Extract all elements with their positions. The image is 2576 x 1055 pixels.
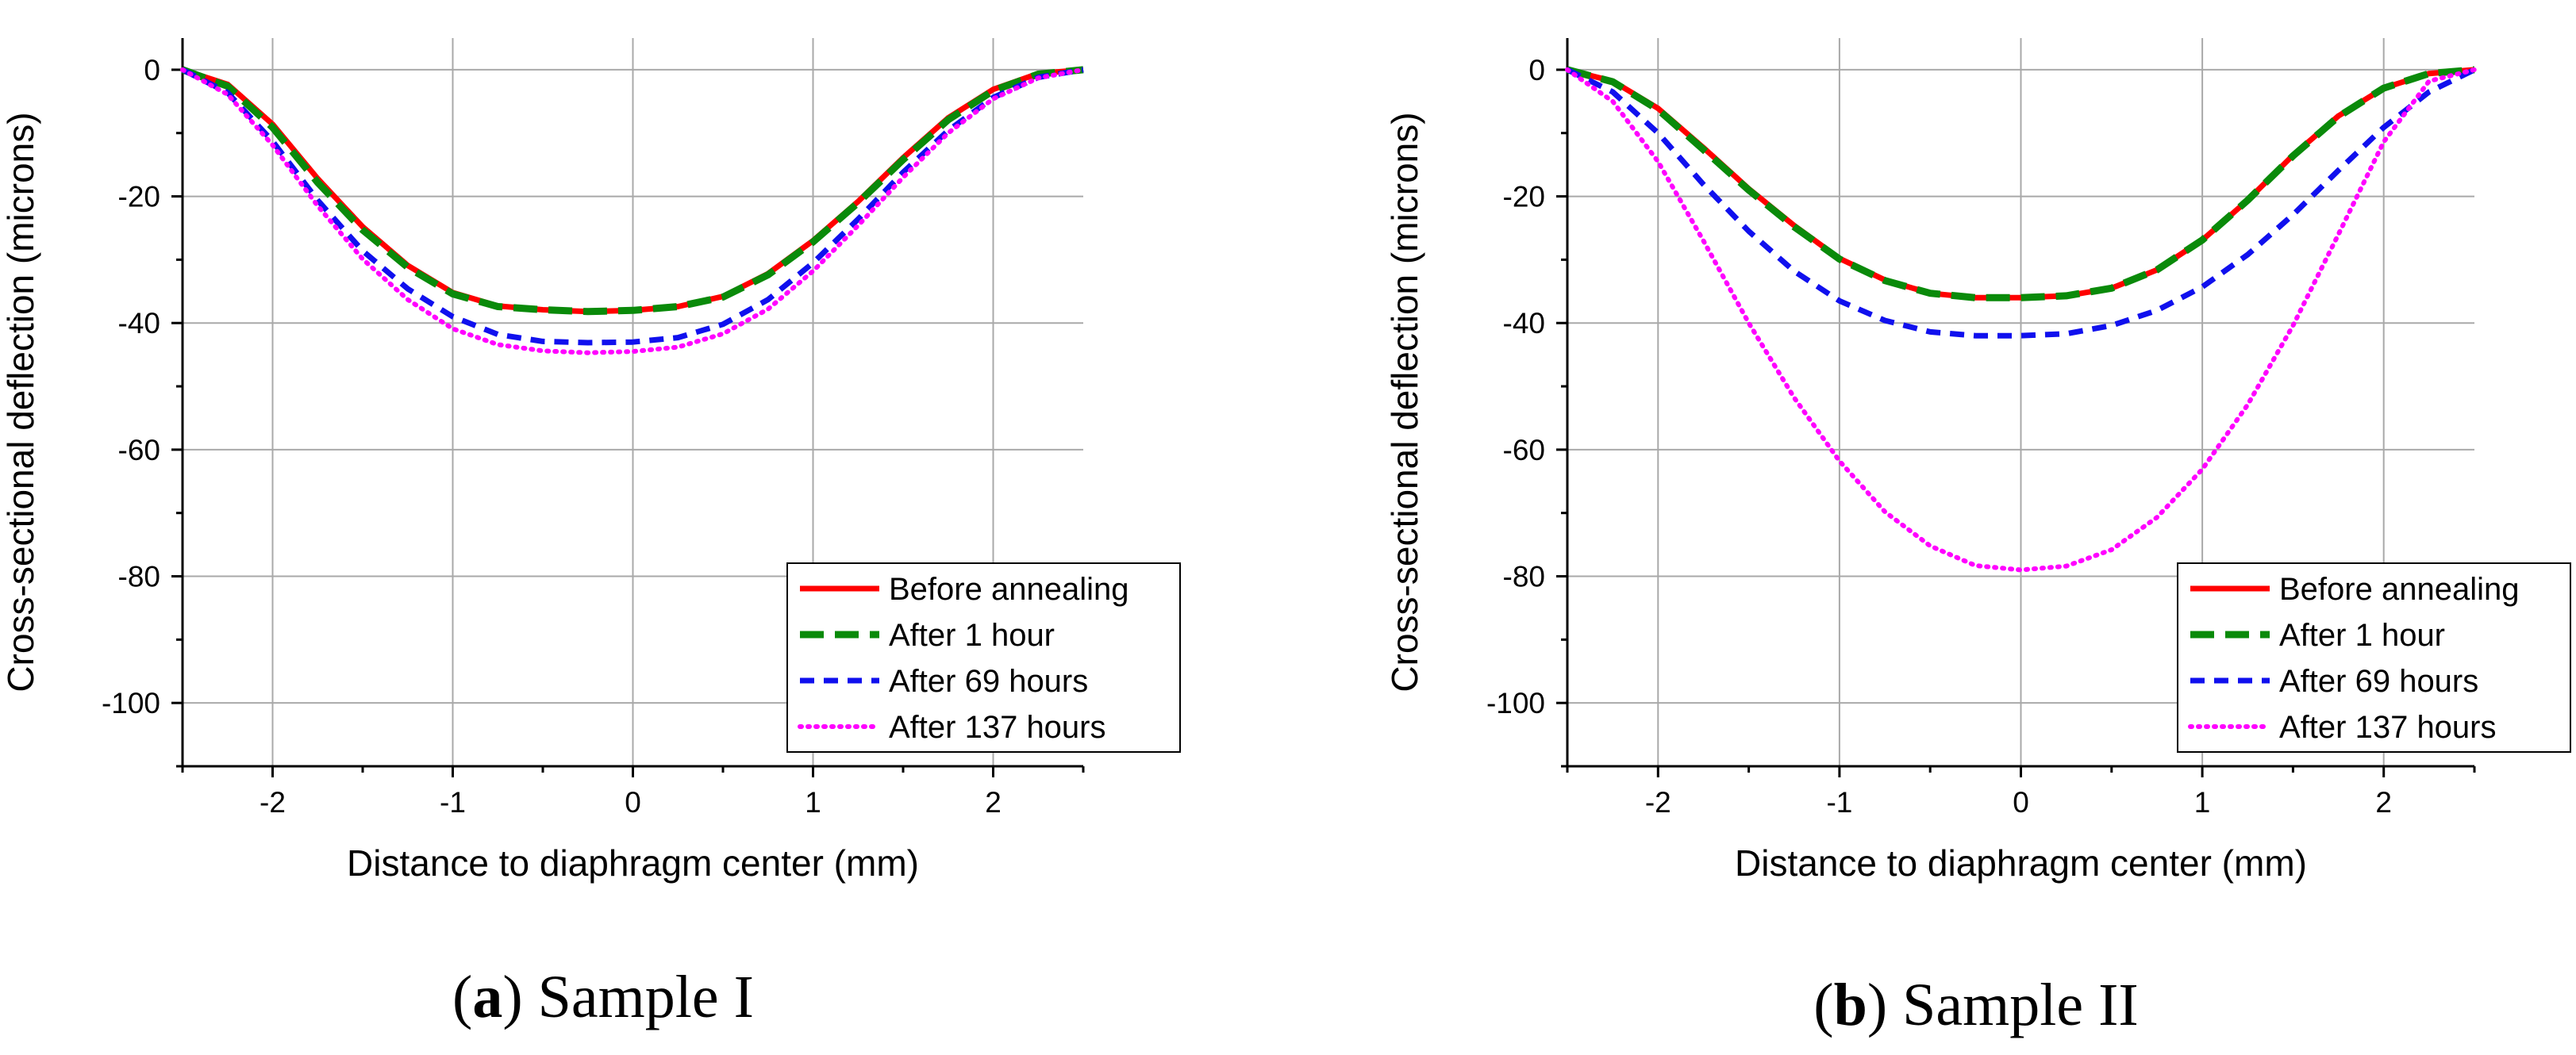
series-line-after-1-hour — [1566, 66, 2475, 301]
x-tick-label: 2 — [985, 786, 1002, 819]
y-tick-label: -40 — [1503, 307, 1545, 340]
y-tick-label: -100 — [102, 687, 160, 719]
panel-caption: (b) Sample II — [1813, 972, 2138, 1038]
legend-label: Before annealing — [2279, 572, 2519, 607]
x-axis-title: Distance to diaphragm center (mm) — [1735, 842, 2307, 884]
x-tick-label: -2 — [260, 786, 286, 819]
x-tick-label: 2 — [2375, 786, 2392, 819]
legend-label: After 137 hours — [2279, 710, 2497, 745]
x-tick-label: 0 — [625, 786, 641, 819]
y-tick-label: -20 — [1503, 181, 1545, 213]
legend-label: After 1 hour — [2279, 618, 2445, 653]
y-tick-label: 0 — [1528, 54, 1545, 86]
series-line-after-137-hours — [180, 67, 1086, 355]
legend-label: After 69 hours — [889, 664, 1088, 699]
series-line-after-69-hours — [181, 67, 1084, 346]
y-tick-label: -40 — [118, 307, 160, 340]
x-axis-title: Distance to diaphragm center (mm) — [347, 842, 919, 884]
x-tick-label: -1 — [1826, 786, 1852, 819]
y-tick-label: -100 — [1486, 687, 1545, 719]
y-tick-label: 0 — [144, 54, 160, 86]
series-line-after-69-hours — [1566, 67, 2476, 339]
y-tick-label: -80 — [118, 561, 160, 593]
legend-label: After 137 hours — [889, 710, 1106, 745]
legend-label: After 1 hour — [889, 618, 1055, 653]
x-tick-label: -2 — [1645, 786, 1671, 819]
x-tick-label: 1 — [805, 786, 821, 819]
series-line-after-1-hour — [181, 66, 1084, 316]
legend-label: Before annealing — [889, 572, 1128, 607]
chart-panel-b: -2 -1 0 1 2 0 -20 -40 -60 -80 -100 Distance to diap… — [1384, 38, 2571, 1038]
x-tick-label: 0 — [2013, 786, 2029, 819]
y-tick-label: -20 — [118, 181, 160, 213]
legend-box — [2177, 562, 2571, 753]
x-tick-label: -1 — [440, 786, 466, 819]
legend: Before annealing After 1 hour After 69 hou… — [2177, 562, 2571, 753]
panel-caption: (a) Sample I — [452, 964, 754, 1030]
legend: Before annealing After 1 hour After 69 hou… — [786, 562, 1181, 753]
y-axis-title: Cross-sectional deflection (microns) — [0, 112, 41, 692]
series-line-after-137-hours — [1565, 67, 2477, 573]
y-tick-label: -60 — [1503, 434, 1545, 466]
y-tick-label: -80 — [1503, 561, 1545, 593]
chart-panel-a: -2 -1 0 1 2 0 -20 -40 -60 -80 -100 Distance to diap… — [0, 38, 1181, 1030]
x-tick-label: 1 — [2194, 786, 2211, 819]
y-tick-label: -60 — [118, 434, 160, 466]
y-axis-title: Cross-sectional deflection (microns) — [1384, 112, 1425, 692]
legend-box — [786, 562, 1181, 753]
legend-label: After 69 hours — [2279, 664, 2478, 699]
